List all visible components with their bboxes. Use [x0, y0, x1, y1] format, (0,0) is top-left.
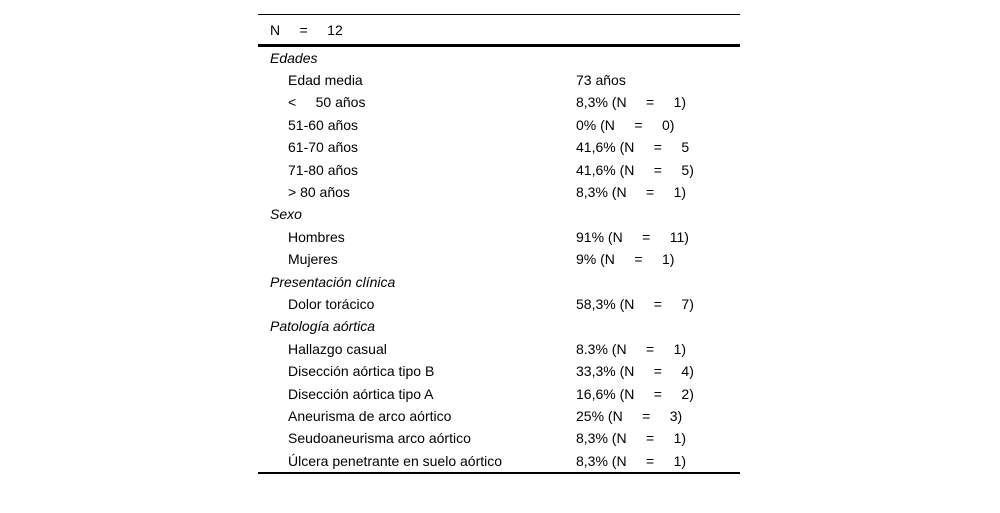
table-header-row: N = 12	[258, 15, 740, 44]
row-value: 8,3% (N = 1)	[576, 430, 687, 447]
row-value: 9% (N = 1)	[576, 251, 675, 268]
row-label: Hombres	[288, 228, 345, 245]
section-title: Presentación clínica	[270, 273, 396, 290]
table-body: Edades Edad media 73 años < 50 años 8,3%…	[258, 47, 740, 472]
row-value: 8,3% (N = 1)	[576, 452, 687, 469]
row-value: 16,6% (N = 2)	[576, 385, 694, 402]
row-label: Mujeres	[288, 251, 338, 268]
row-label: Hallazgo casual	[288, 340, 387, 357]
row-value: 8,3% (N = 1)	[576, 94, 687, 111]
section-title: Sexo	[270, 206, 302, 223]
table-row: Edad media 73 años	[258, 69, 740, 91]
row-label: Aneurisma de arco aórtico	[288, 407, 452, 424]
patient-demographics-table: N = 12 Edades Edad media 73 años < 50 añ…	[258, 14, 740, 474]
row-value: 33,3% (N = 4)	[576, 363, 694, 380]
row-label: Dolor torácico	[288, 295, 375, 312]
row-label: 51-60 años	[288, 116, 359, 133]
row-label: 61-70 años	[288, 139, 359, 156]
table-row: Hallazgo casual 8.3% (N = 1)	[258, 338, 740, 360]
row-value: 25% (N = 3)	[576, 407, 683, 424]
row-label: Disección aórtica tipo A	[288, 385, 434, 402]
n-total-label: N = 12	[270, 21, 343, 38]
row-label: Edad media	[288, 72, 363, 89]
table-row: 51-60 años 0% (N = 0)	[258, 114, 740, 136]
row-value: 0% (N = 0)	[576, 116, 675, 133]
row-label: < 50 años	[288, 94, 366, 111]
section-title: Edades	[270, 49, 318, 66]
table-row: < 50 años 8,3% (N = 1)	[258, 91, 740, 113]
row-label: > 80 años	[288, 184, 350, 201]
table-row: Hombres 91% (N = 11)	[258, 226, 740, 248]
table-row: 71-80 años 41,6% (N = 5)	[258, 159, 740, 181]
top-rule	[258, 14, 740, 16]
table-row: Dolor torácico 58,3% (N = 7)	[258, 293, 740, 315]
row-value: 91% (N = 11)	[576, 228, 689, 245]
row-label: Seudoaneurisma arco aórtico	[288, 430, 471, 447]
table-row: 61-70 años 41,6% (N = 5	[258, 136, 740, 158]
row-label: Úlcera penetrante en suelo aórtico	[288, 452, 503, 469]
table-row: Seudoaneurisma arco aórtico 8,3% (N = 1)	[258, 427, 740, 449]
table-row: Disección aórtica tipo B 33,3% (N = 4)	[258, 360, 740, 382]
table-row: Disección aórtica tipo A 16,6% (N = 2)	[258, 383, 740, 405]
row-value: 8.3% (N = 1)	[576, 340, 687, 357]
bottom-rule	[258, 472, 740, 474]
table-row: > 80 años 8,3% (N = 1)	[258, 181, 740, 203]
row-label: 71-80 años	[288, 161, 359, 178]
section-title: Patología aórtica	[270, 318, 376, 335]
row-value: 41,6% (N = 5	[576, 139, 690, 156]
table-row: Mujeres 9% (N = 1)	[258, 248, 740, 270]
header-rule	[258, 44, 740, 47]
row-label: Disección aórtica tipo B	[288, 363, 435, 380]
row-value: 73 años	[576, 72, 626, 89]
table-row: Aneurisma de arco aórtico 25% (N = 3)	[258, 405, 740, 427]
row-value: 8,3% (N = 1)	[576, 184, 687, 201]
table-row: Úlcera penetrante en suelo aórtico 8,3% …	[258, 450, 740, 472]
row-value: 58,3% (N = 7)	[576, 295, 694, 312]
row-value: 41,6% (N = 5)	[576, 161, 694, 178]
